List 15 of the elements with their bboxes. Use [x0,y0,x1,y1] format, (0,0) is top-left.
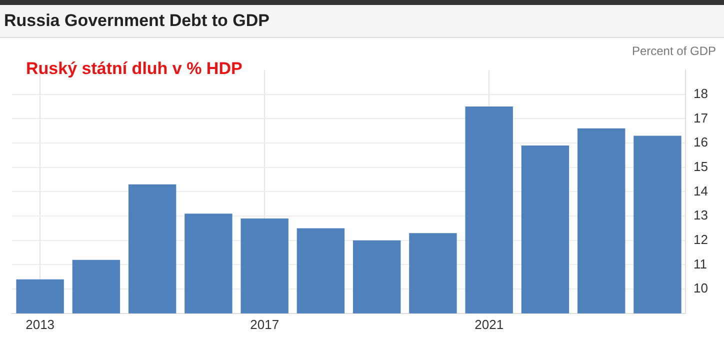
y-tick-label: 14 [694,183,708,198]
y-tick-label: 16 [694,134,708,150]
y-tick-label: 18 [694,86,708,101]
y-tick-label: 13 [694,208,708,223]
x-tick-label: 2021 [474,316,504,332]
y-tick-label: 17 [694,110,708,126]
y-axis-title: Percent of GDP [632,44,716,58]
x-tick-label: 2013 [26,316,55,332]
y-tick-label: 10 [694,280,708,296]
y-tick-label: 15 [694,158,708,174]
x-tick-label: 2017 [250,316,280,332]
y-tick-label: 11 [694,256,708,272]
annotation: Ruský státní dluh v % HDP [26,59,242,78]
chart-title: Russia Government Debt to GDP [3,10,270,32]
y-tick-label: 12 [694,232,708,247]
